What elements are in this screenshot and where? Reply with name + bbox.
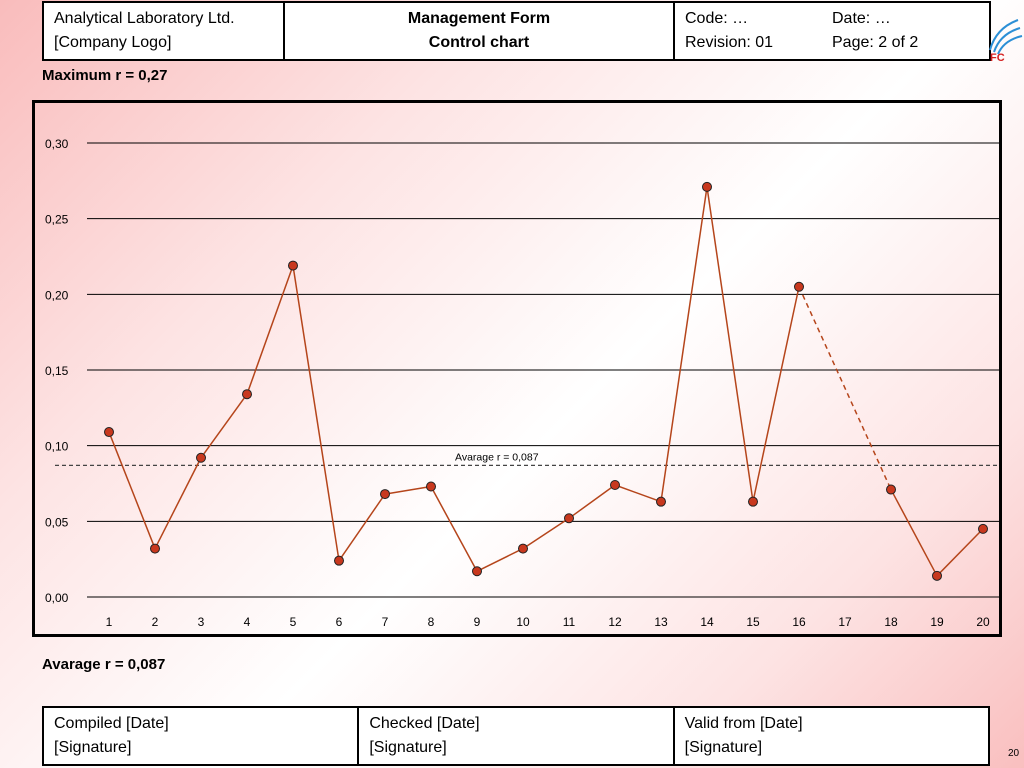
x-tick-label: 9 [474, 615, 481, 629]
x-tick-label: 16 [792, 615, 806, 629]
data-point [702, 181, 712, 192]
compiled-date: Compiled [Date] [54, 715, 169, 732]
series-segment [936, 528, 984, 577]
footer-table: Compiled [Date] [Signature] Checked [Dat… [41, 706, 991, 766]
series-segment [292, 265, 340, 561]
data-point [242, 389, 252, 400]
y-tick-label: 0,25 [45, 213, 69, 227]
x-tick-label: 15 [746, 615, 760, 629]
average-r-label: Avarage r = 0,087 [42, 656, 166, 673]
data-point [932, 570, 942, 581]
x-tick-label: 14 [700, 615, 714, 629]
checked-date: Checked [Date] [369, 715, 480, 732]
form-type: Management Form [407, 10, 551, 27]
doc-revision: Revision: 01 [685, 34, 774, 51]
x-tick-label: 6 [336, 615, 343, 629]
page-number: 20 [1008, 748, 1020, 759]
series-segment [108, 431, 156, 549]
x-tick-label: 8 [428, 615, 435, 629]
series-segment [568, 484, 616, 519]
control-chart: 0,000,050,100,150,200,250,301 2 3 4 5 6 7 8 9 10 1… [45, 137, 999, 629]
series-segment [154, 457, 202, 549]
series-segment [522, 517, 570, 550]
compiled-cell: Compiled [Date] [Signature] [41, 706, 360, 766]
y-tick-label: 0,05 [45, 515, 69, 529]
data-point [104, 427, 114, 438]
x-tick-label: 20 [976, 615, 990, 629]
series-segment [614, 484, 662, 503]
brand-logo: FC [988, 6, 1024, 62]
series-segment [338, 493, 386, 562]
y-tick-label: 0,00 [45, 591, 69, 605]
data-point [334, 555, 344, 566]
maximum-r-label: Maximum r = 0,27 [42, 67, 168, 84]
data-point [978, 523, 988, 534]
x-tick-label: 19 [930, 615, 944, 629]
data-point [794, 281, 804, 292]
header-company-cell: Analytical Laboratory Ltd. [Company Logo… [42, 1, 285, 61]
series-segment [430, 486, 478, 572]
brand-logo-text: FC [990, 52, 1005, 62]
valid-from-date: Valid from [Date] [684, 715, 803, 732]
series-segment [752, 286, 800, 502]
company-logo-placeholder: [Company Logo] [54, 34, 172, 51]
compiled-signature: [Signature] [54, 739, 132, 756]
average-reference-label: Avarage r = 0,087 [455, 451, 539, 463]
x-tick-label: 7 [382, 615, 389, 629]
header-meta-cell: Code: … Date: … Revision: 01 Page: 2 of 2 [673, 1, 991, 61]
checked-cell: Checked [Date] [Signature] [357, 706, 675, 766]
company-name: Analytical Laboratory Ltd. [54, 10, 235, 27]
x-tick-label: 11 [563, 615, 576, 629]
series-segment [200, 393, 248, 459]
data-point [610, 480, 620, 491]
data-point [288, 260, 298, 271]
data-point [518, 543, 528, 554]
data-point [196, 452, 206, 463]
series-segment [246, 265, 294, 395]
x-tick-label: 2 [152, 615, 159, 629]
doc-code: Code: … [685, 10, 749, 27]
data-point [472, 566, 482, 577]
y-tick-label: 0,10 [45, 440, 69, 454]
x-tick-label: 1 [106, 615, 113, 629]
chart-frame: 0,00 0,05 0,10 0,15 0,20 0,25 0,30 1 2 3 4 5 6 7 8 9 10 1… [32, 100, 1002, 637]
series-segment [890, 489, 938, 577]
data-point [564, 513, 574, 524]
x-tick-label: 10 [516, 615, 530, 629]
x-tick-label: 12 [608, 615, 622, 629]
series-segment [384, 485, 432, 495]
y-tick-label: 0,20 [45, 288, 69, 302]
data-point [380, 489, 390, 500]
data-point [886, 484, 896, 495]
x-tick-label: 4 [244, 615, 251, 629]
data-point [748, 496, 758, 507]
doc-date: Date: … [832, 10, 891, 27]
gap-bridge-segment [798, 286, 892, 490]
checked-signature: [Signature] [369, 739, 447, 756]
valid-cell: Valid from [Date] [Signature] [672, 706, 991, 766]
x-tick-label: 13 [654, 615, 668, 629]
header-table: Analytical Laboratory Ltd. [Company Logo… [42, 1, 991, 61]
data-point [150, 543, 160, 554]
x-tick-label: 18 [884, 615, 898, 629]
x-tick-label: 5 [290, 615, 297, 629]
valid-signature: [Signature] [684, 739, 763, 756]
series-segment [706, 186, 754, 502]
form-title: Control chart [428, 34, 530, 51]
series-segment [660, 186, 708, 502]
series-segment [476, 547, 524, 572]
y-tick-label: 0,30 [45, 137, 69, 151]
x-tick-label: 17 [838, 615, 852, 629]
data-point [656, 496, 666, 507]
data-point [426, 481, 436, 492]
y-tick-label: 0,15 [45, 364, 69, 378]
header-title-cell: Management Form Control chart [283, 1, 675, 61]
x-tick-label: 3 [198, 615, 205, 629]
doc-page: Page: 2 of 2 [832, 34, 919, 51]
